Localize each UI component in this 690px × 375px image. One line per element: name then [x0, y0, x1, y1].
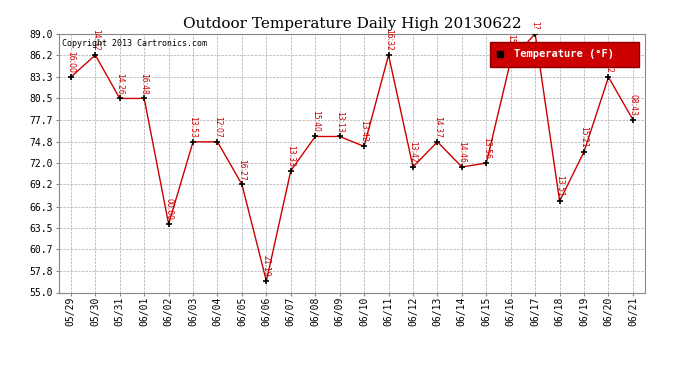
Text: 12:07: 12:07	[213, 116, 222, 138]
Text: 13:53: 13:53	[188, 116, 197, 138]
Text: 16:48: 16:48	[139, 72, 148, 94]
Text: 13:13: 13:13	[335, 111, 344, 132]
Text: 13:42: 13:42	[359, 120, 368, 142]
Text: 21:19: 21:19	[262, 255, 271, 277]
Text: 14:37: 14:37	[433, 116, 442, 138]
Text: Temperature (°F): Temperature (°F)	[514, 50, 614, 60]
Text: 15:21: 15:21	[580, 126, 589, 147]
Title: Outdoor Temperature Daily High 20130622: Outdoor Temperature Daily High 20130622	[183, 17, 521, 31]
Text: 13:42: 13:42	[408, 141, 417, 163]
Text: 13:56: 13:56	[482, 137, 491, 159]
Text: 14:26: 14:26	[115, 72, 124, 94]
Text: Copyright 2013 Cartronics.com: Copyright 2013 Cartronics.com	[61, 39, 206, 48]
Text: 16:00: 16:00	[66, 51, 75, 73]
Text: 00:00: 00:00	[164, 198, 173, 220]
FancyBboxPatch shape	[490, 42, 640, 68]
Text: 14:32: 14:32	[91, 29, 100, 51]
Text: 14:32: 14:32	[604, 51, 613, 73]
Text: 16:27: 16:27	[237, 159, 246, 180]
Text: 13:51: 13:51	[555, 175, 564, 197]
Text: 15:40: 15:40	[310, 111, 319, 132]
Text: 13:33: 13:33	[286, 145, 295, 166]
Text: 1?: 1?	[531, 21, 540, 30]
Text: 08:43: 08:43	[629, 94, 638, 116]
Text: 14:46: 14:46	[457, 141, 466, 163]
Text: 16:32: 16:32	[384, 29, 393, 51]
Text: 15:54: 15:54	[506, 34, 515, 56]
